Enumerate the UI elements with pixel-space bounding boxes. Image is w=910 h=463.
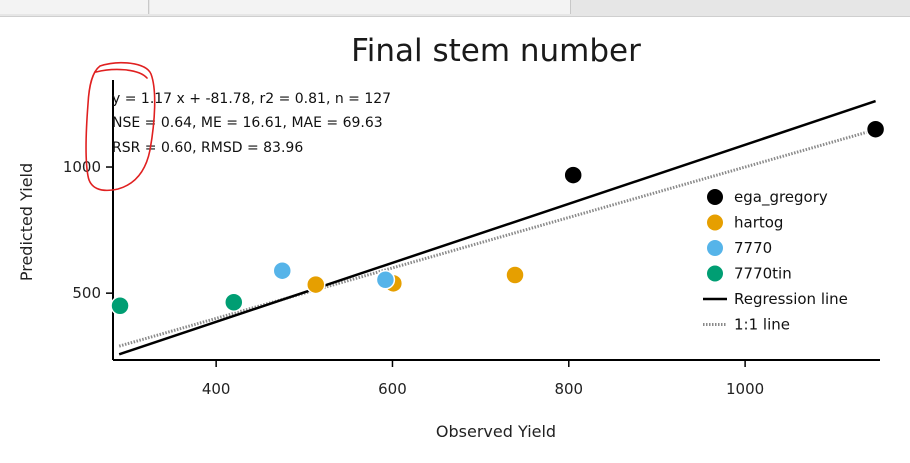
data-point-7770tin (110, 296, 130, 316)
legend-label-7770tin: 7770tin (734, 265, 792, 283)
legend-label-regression-line: Regression line (734, 290, 848, 308)
x-axis-label: Observed Yield (436, 422, 556, 441)
legend-label-hartog: hartog (734, 214, 783, 232)
y-axis-label: Predicted Yield (17, 163, 36, 281)
data-point-7770 (375, 270, 396, 290)
y-tick-label: 1000 (63, 158, 101, 176)
chart-title: Final stem number (351, 33, 641, 69)
toolbar-segment (0, 0, 149, 14)
data-point-ega_gregory (563, 165, 583, 185)
legend-label-ega_gregory: ega_gregory (734, 188, 828, 207)
regression-line (118, 99, 876, 356)
data-point-ega_gregory (865, 119, 886, 139)
x-tick-label: 600 (378, 380, 407, 398)
data-point-7770tin (224, 292, 244, 312)
hand-drawn-annotation-circle (85, 61, 156, 192)
data-points (110, 119, 886, 316)
x-tick-label: 1000 (726, 380, 764, 398)
window-top-strip (0, 0, 910, 17)
stats-line-3: RSR = 0.60, RMSD = 83.96 (112, 140, 303, 156)
stats-line-1: y = 1.17 x + -81.78, r2 = 0.81, n = 127 (112, 91, 391, 107)
y-axis-ticks: 500 1000 (63, 158, 113, 302)
x-tick-label: 400 (202, 380, 231, 398)
stats-line-2: NSE = 0.64, ME = 16.61, MAE = 69.63 (112, 115, 383, 131)
x-axis-ticks: 400 600 800 1000 (202, 360, 764, 398)
y-tick-label: 500 (72, 284, 101, 302)
legend-marker-7770 (707, 240, 723, 256)
data-point-hartog (306, 274, 326, 295)
identity-line (118, 128, 877, 348)
legend-marker-7770tin (707, 265, 723, 282)
legend-label-identity-line: 1:1 line (734, 316, 790, 334)
legend-label-7770: 7770 (734, 239, 772, 257)
legend-marker-ega_gregory (707, 189, 723, 205)
stats-annotation: y = 1.17 x + -81.78, r2 = 0.81, n = 127 … (112, 91, 391, 156)
data-point-7770 (272, 260, 293, 281)
x-tick-label: 800 (554, 380, 583, 398)
toolbar-segment (150, 0, 571, 14)
legend-marker-hartog (707, 214, 723, 231)
data-point-hartog (505, 265, 525, 285)
